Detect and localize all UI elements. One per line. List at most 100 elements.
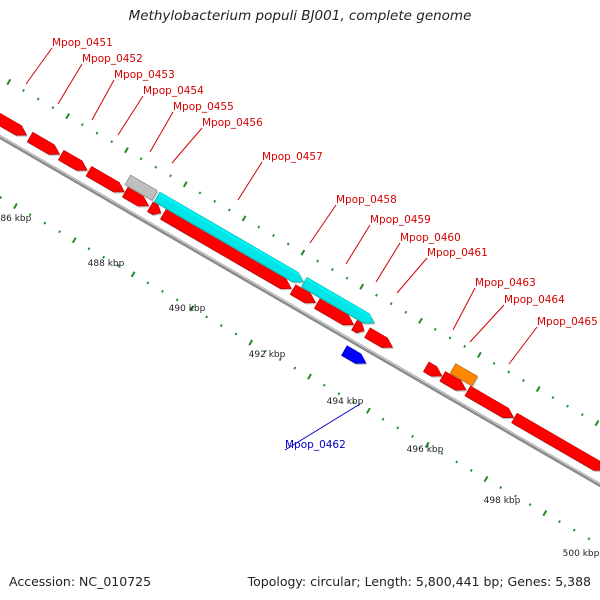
- gene-label-mpop-0452: Mpop_0452: [82, 53, 143, 65]
- inner-ruler-tick: [264, 349, 267, 353]
- gene-label-mpop-0465-leader: [508, 326, 538, 365]
- inner-ruler-tick: [87, 247, 91, 251]
- outer-ruler-tick: [375, 293, 378, 297]
- inner-ruler-tick: [307, 373, 312, 380]
- inner-ruler-tick: [322, 383, 326, 387]
- outer-ruler-tick: [139, 157, 143, 161]
- gene-label-mpop-0465: Mpop_0465: [537, 316, 598, 328]
- gene-arrow-mpop-0460: [313, 298, 355, 326]
- inner-ruler-tick: [146, 281, 150, 285]
- outer-ruler-tick: [198, 191, 202, 195]
- gene-arrow-mpop-0456a: [121, 187, 150, 207]
- gene-arrow-mpop-0458: [300, 276, 375, 324]
- gene-box-mpop-0463: [449, 363, 478, 387]
- inner-ruler-tick: [0, 196, 3, 200]
- outer-ruler-tick: [448, 336, 452, 340]
- outer-ruler-tick: [463, 344, 467, 348]
- gene-arrow-mpop-0459a-highlight: [164, 209, 289, 285]
- inner-ruler-tick: [278, 358, 282, 362]
- outer-ruler-tick: [522, 379, 525, 382]
- gene-label-mpop-0457-leader: [237, 161, 263, 201]
- gene-box-mpop-0455: [124, 174, 158, 201]
- gene-label-mpop-0463-leader: [452, 287, 476, 331]
- position-label: 488 kbp: [88, 259, 125, 269]
- outer-ruler-tick: [316, 259, 319, 263]
- inner-ruler-tick: [528, 503, 532, 507]
- outer-ruler-tick: [345, 276, 349, 280]
- outer-ruler-tick: [404, 310, 408, 314]
- gene-arrow-mpop-0464: [439, 371, 467, 391]
- gene-label-mpop-0454-leader: [117, 95, 144, 136]
- genome-backbone: [0, 134, 600, 488]
- inner-ruler-tick: [58, 230, 61, 234]
- gene-arrow-mpop-0453-highlight: [62, 150, 85, 167]
- position-label: 500 kbp: [563, 549, 600, 559]
- gene-label-mpop-0451-leader: [25, 47, 53, 85]
- outer-ruler-tick: [124, 147, 129, 154]
- gene-arrow-mpop-0451-highlight: [0, 113, 25, 131]
- inner-ruler-tick: [352, 400, 356, 404]
- gene-label-mpop-0462-leader: [284, 403, 361, 451]
- outer-ruler-tick: [286, 242, 290, 246]
- inner-ruler-tick: [440, 451, 444, 455]
- inner-ruler-tick: [455, 460, 458, 464]
- gene-label-mpop-0456: Mpop_0456: [202, 117, 263, 129]
- gene-arrow-mpop-0464-highlight: [443, 371, 464, 386]
- inner-ruler-tick: [469, 468, 473, 472]
- gene-arrow-mpop-0459a: [159, 209, 292, 290]
- outer-ruler-tick: [6, 78, 12, 86]
- gene-arrow-mpop-0462: [341, 345, 367, 364]
- inner-ruler-tick: [514, 494, 517, 498]
- inner-ruler-tick: [248, 339, 254, 346]
- outer-ruler-tick: [227, 208, 231, 212]
- outer-ruler-tick: [272, 234, 275, 237]
- gene-label-mpop-0455-leader: [149, 111, 174, 153]
- inner-ruler-tick: [424, 441, 430, 448]
- position-label: 490 kbp: [169, 304, 206, 314]
- inner-ruler-tick: [161, 289, 164, 293]
- map-title: Methylobacterium populi BJ001, complete …: [128, 8, 472, 24]
- inner-ruler-tick: [587, 537, 591, 541]
- outer-ruler-tick: [169, 174, 172, 178]
- outer-ruler-tick: [300, 249, 306, 256]
- gene-arrow-mpop-0459: [289, 284, 317, 304]
- gene-arrow-mpop-0458-highlight: [305, 277, 373, 319]
- topology-text: Topology: circular; Length: 5,800,441 bp…: [247, 574, 591, 589]
- gene-arrow-mpop-0454-highlight: [90, 166, 123, 188]
- inner-ruler-tick: [411, 434, 414, 438]
- inner-ruler-tick: [293, 366, 297, 370]
- gene-label-mpop-0457: Mpop_0457: [262, 151, 323, 163]
- gene-label-mpop-0454: Mpop_0454: [143, 85, 204, 97]
- outer-ruler-tick: [433, 327, 437, 331]
- gene-label-mpop-0462: Mpop_0462: [285, 439, 346, 451]
- outer-ruler-tick: [36, 97, 40, 101]
- position-label: 486 kbp: [0, 214, 32, 224]
- outer-ruler-tick: [389, 302, 393, 306]
- inner-ruler-tick: [483, 475, 489, 483]
- gene-arrow-mpop-0456-highlight: [151, 202, 160, 210]
- inner-ruler-tick: [175, 298, 179, 302]
- outer-ruler-tick: [257, 225, 261, 229]
- gene-label-mpop-0463: Mpop_0463: [475, 277, 536, 289]
- outer-ruler-tick: [359, 283, 365, 290]
- outer-ruler-tick: [535, 385, 541, 393]
- inner-ruler-tick: [13, 202, 18, 210]
- inner-ruler-tick: [130, 271, 136, 278]
- genome-backbone-highlight: [0, 135, 600, 485]
- outer-ruler-tick: [22, 89, 25, 93]
- position-label: 492 kbp: [249, 350, 286, 360]
- inner-ruler-tick: [219, 323, 223, 327]
- gene-label-mpop-0464: Mpop_0464: [504, 294, 565, 306]
- gene-arrow-mpop-0464a-highlight: [427, 362, 440, 372]
- gene-arrow-mpop-0460-highlight: [318, 298, 352, 321]
- gene-arrow-mpop-0461: [364, 327, 394, 348]
- gene-label-mpop-0459-leader: [345, 224, 371, 265]
- position-label: 496 kbp: [407, 445, 444, 455]
- gene-arrow-mpop-0465-highlight: [515, 413, 600, 465]
- gene-label-mpop-0461: Mpop_0461: [427, 247, 488, 259]
- outer-ruler-tick: [507, 370, 511, 374]
- gene-label-mpop-0464-leader: [469, 304, 505, 343]
- outer-ruler-tick: [154, 165, 158, 169]
- gene-label-mpop-0451: Mpop_0451: [52, 37, 113, 49]
